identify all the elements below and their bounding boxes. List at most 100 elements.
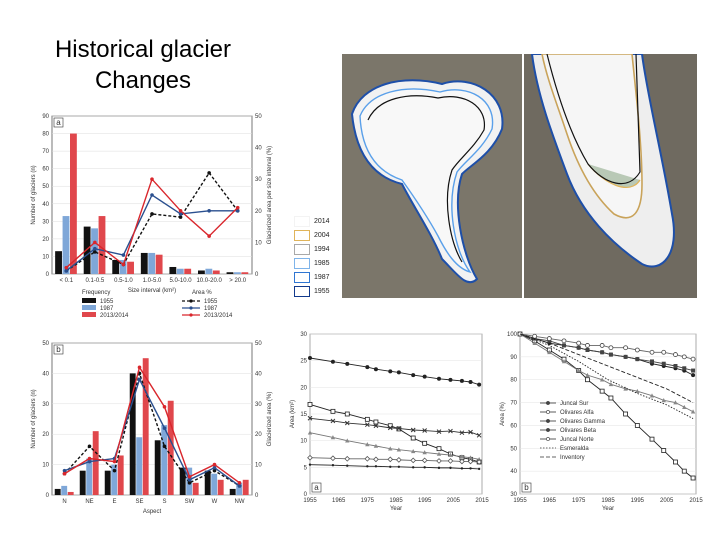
x-tick-label: 1965 [543, 498, 557, 504]
y2-tick-label: 50 [255, 341, 262, 347]
bar-1955-5 [179, 467, 186, 495]
line-esmeralda [519, 333, 694, 419]
point-olivares-beta-3 [561, 359, 567, 364]
point-olivares-beta-7 [608, 381, 614, 387]
x-tick-label: 1955 [303, 498, 317, 504]
y2-tick-label: 10 [255, 463, 262, 469]
x-tick-label: 10.0-20.0 [196, 278, 222, 284]
point-series-4-3 [364, 455, 371, 462]
y-tick-label: 30 [300, 332, 307, 338]
point-series-5-4 [374, 465, 378, 468]
bar-1955-2 [104, 470, 111, 495]
point-olivares-gamma-8 [623, 354, 628, 359]
line-point-1987-5 [207, 209, 211, 213]
line-point-1987-6 [212, 465, 217, 470]
point-series-2-2 [344, 420, 350, 426]
line-series-2 [309, 417, 480, 436]
point-series-5-3 [366, 465, 369, 468]
point-series-1-0 [307, 402, 313, 407]
panel-label: b [56, 345, 61, 354]
point-series-0-7 [411, 373, 416, 378]
line-1955 [63, 370, 240, 487]
line-point-2013-2014-4 [178, 209, 183, 213]
line-point-2013-2014-0 [62, 471, 67, 476]
point-series-5-13 [477, 467, 481, 471]
y-tick-label: 10 [42, 254, 49, 260]
point-olivares-beta-12 [673, 400, 678, 405]
year-legend-label: 1987 [314, 273, 330, 281]
point-series-4-5 [387, 456, 394, 463]
chart-b-lines [62, 365, 242, 488]
point-series-2-0 [307, 415, 313, 421]
line-point-1987-0 [62, 468, 67, 473]
x-tick-label: NE [85, 499, 93, 505]
point-series-5-0 [308, 463, 312, 466]
y-tick-label: 15 [300, 412, 307, 418]
point-series-3-12 [468, 455, 473, 460]
y-tick-label: 30 [42, 219, 49, 225]
x-tick-label: 5.0-10.0 [170, 278, 193, 284]
point-series-4-1 [330, 455, 336, 462]
line-point-1987-3 [150, 193, 154, 197]
point-series-3-3 [365, 442, 370, 447]
point-olivares-beta-14 [690, 409, 696, 414]
y-tick-label: 50 [510, 446, 517, 452]
year-legend-item: 1985 [291, 256, 341, 270]
line-point-1987-4 [162, 426, 167, 430]
line-point-2013-2014-6 [212, 462, 217, 467]
x-tick-label: 1.0-5.0 [143, 278, 162, 284]
y-tick-label: 20 [42, 432, 49, 438]
tongue-outline-2014 [546, 54, 641, 185]
line-point-1987-3 [137, 377, 142, 382]
chart-d-lines [517, 331, 696, 481]
y2-tick-label: 40 [255, 146, 262, 152]
y-tick-label: 100 [507, 332, 518, 338]
chart-a-lines [64, 171, 240, 273]
point-series-3-5 [388, 446, 393, 451]
point-series-0-0 [308, 356, 312, 360]
point-olivares-gamma-4 [576, 345, 581, 350]
line-point-1955-1 [87, 444, 92, 449]
x-tick-label: W [212, 499, 218, 505]
line-point-1987-0 [64, 269, 69, 273]
point-series-4-0 [307, 454, 313, 461]
year-legend-item: 1955 [291, 284, 341, 298]
point-olivares-alfa-13 [681, 468, 687, 474]
point-series-1-8 [422, 440, 428, 446]
legend-line-label-1987: 1987 [204, 306, 218, 312]
point-series-4-4 [373, 456, 379, 463]
line-point-1955-4 [162, 444, 167, 449]
point-series-3-7 [411, 449, 416, 454]
chart-c-lines [307, 356, 482, 471]
point-juncal-norte-7 [608, 345, 614, 351]
legend-label-4: Juncal Norte [560, 437, 594, 443]
line-point-2013-2014-1 [93, 240, 97, 245]
y2-tick-label: 0 [255, 493, 259, 499]
year-legend-item: 1994 [291, 242, 341, 256]
bar-1955-1 [79, 470, 86, 495]
year-legend-swatch [294, 229, 310, 241]
y-tick-label: 5 [304, 465, 308, 471]
point-olivares-alfa-11 [661, 448, 667, 453]
point-olivares-beta-5 [585, 372, 590, 377]
y-tick-label: 10 [42, 463, 49, 469]
panel-label-box [53, 117, 64, 128]
point-series-5-10 [449, 466, 452, 470]
y-tick-label: 0 [46, 493, 50, 499]
legend-marker-0 [546, 401, 550, 405]
y-tick-label: 40 [42, 202, 49, 208]
line-point-1955-4 [178, 215, 183, 219]
bar-2013-2014-2 [117, 455, 124, 495]
line-point-2013-2014-7 [237, 481, 242, 485]
satellite-imagery-panel [342, 54, 697, 298]
line-point-2013-2014-1 [87, 456, 92, 461]
point-olivares-alfa-6 [599, 388, 605, 394]
chart-a-bars [55, 133, 249, 274]
chart-b-bars [54, 358, 249, 495]
y2-axis-label: Glacierized area (%) [267, 392, 273, 447]
x-tick-label: 0.5-1.0 [114, 278, 133, 284]
legend-right-title: Area % [192, 290, 212, 296]
point-series-2-1 [330, 418, 336, 424]
point-series-5-7 [412, 466, 415, 469]
y-tick-label: 90 [510, 355, 517, 361]
